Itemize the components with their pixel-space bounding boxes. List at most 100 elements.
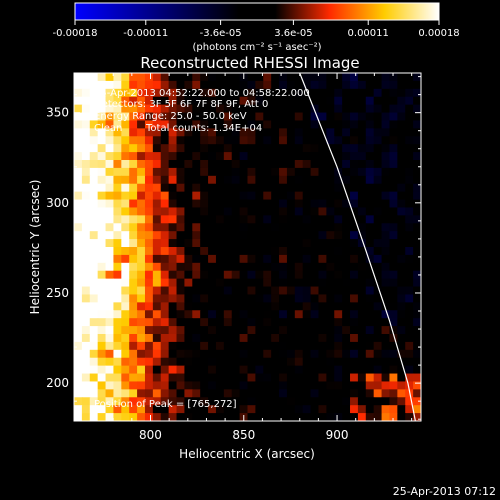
heatmap-cell: [168, 183, 178, 193]
heatmap-cell: [160, 270, 170, 280]
heatmap-cell: [342, 80, 351, 90]
heatmap-cell: [263, 302, 272, 311]
heatmap-cell: [144, 397, 154, 406]
heatmap-cell: [397, 318, 406, 327]
heatmap-cell: [223, 270, 233, 280]
heatmap-cell: [215, 73, 225, 82]
heatmap-cell: [389, 373, 398, 383]
heatmap-cell: [74, 302, 83, 311]
heatmap-cell: [121, 341, 130, 351]
heatmap-cell: [342, 215, 351, 224]
heatmap-cell: [137, 128, 146, 137]
heatmap-cell: [89, 310, 99, 319]
heatmap-cell: [342, 318, 351, 327]
heatmap-cell: [247, 326, 256, 335]
heatmap-cell: [89, 191, 99, 201]
heatmap-cell: [113, 183, 122, 193]
heatmap-cell: [129, 397, 138, 406]
heatmap-cell: [137, 262, 146, 272]
heatmap-cell: [215, 175, 225, 185]
heatmap-cell: [413, 310, 421, 319]
heatmap-cell: [342, 326, 351, 335]
heatmap-cell: [223, 341, 233, 351]
heatmap-cell: [144, 152, 154, 161]
heatmap-cell: [192, 215, 201, 224]
heatmap-cell: [286, 247, 296, 256]
heatmap-cell: [121, 365, 130, 375]
heatmap-cell: [247, 389, 256, 398]
heatmap-cell: [286, 88, 296, 98]
heatmap-cell: [397, 199, 406, 209]
heatmap-cell: [318, 191, 327, 201]
heatmap-cell: [239, 160, 249, 169]
heatmap-cell: [350, 302, 359, 311]
heatmap-cell: [389, 73, 398, 82]
heatmap-cell: [184, 286, 193, 296]
heatmap-cell: [200, 183, 209, 193]
heatmap-cell: [357, 223, 367, 232]
heatmap-cell: [247, 254, 256, 264]
heatmap-cell: [294, 349, 304, 359]
heatmap-cell: [144, 112, 154, 122]
heatmap-cell: [326, 278, 335, 288]
heatmap-cell: [239, 341, 249, 351]
heatmap-cell: [223, 357, 233, 367]
heatmap-cell: [137, 389, 146, 398]
heatmap-cell: [81, 365, 91, 375]
heatmap-cell: [271, 341, 280, 351]
heatmap-cell: [381, 302, 391, 311]
heatmap-cell: [302, 239, 312, 248]
heatmap-cell: [184, 104, 193, 114]
heatmap-cell: [247, 152, 256, 161]
heatmap-cell: [373, 167, 383, 177]
heatmap-cell: [129, 334, 138, 343]
heatmap-cell: [318, 326, 327, 335]
heatmap-cell: [200, 231, 209, 240]
heatmap-cell: [357, 286, 367, 296]
heatmap-cell: [231, 381, 241, 390]
heatmap-cell: [168, 73, 178, 82]
heatmap-cell: [208, 144, 217, 153]
heatmap-cell: [176, 80, 186, 90]
heatmap-cell: [302, 128, 312, 137]
heatmap-cell: [168, 365, 178, 375]
heatmap-cell: [318, 88, 327, 98]
heatmap-cell: [239, 207, 249, 216]
heatmap-cell: [286, 310, 296, 319]
heatmap-cell: [357, 73, 367, 82]
y-tick-label: 300: [46, 196, 69, 210]
heatmap-cell: [105, 80, 115, 90]
heatmap-cell: [294, 357, 304, 367]
heatmap-cell: [389, 152, 398, 161]
heatmap-cell: [184, 413, 193, 421]
heatmap-cell: [152, 270, 162, 280]
heatmap-cell: [113, 88, 122, 98]
heatmap-cell: [389, 175, 398, 185]
heatmap-cell: [152, 88, 162, 98]
heatmap-cell: [137, 144, 146, 153]
heatmap-cell: [200, 389, 209, 398]
heatmap-cell: [286, 341, 296, 351]
heatmap-cell: [413, 318, 421, 327]
heatmap-cell: [373, 215, 383, 224]
heatmap-cell: [286, 207, 296, 216]
heatmap-cell: [302, 302, 312, 311]
heatmap-cell: [239, 286, 249, 296]
heatmap-cell: [310, 80, 320, 90]
heatmap-cell: [215, 278, 225, 288]
heatmap-cell: [365, 207, 375, 216]
heatmap-cell: [152, 262, 162, 272]
heatmap-cell: [105, 239, 115, 248]
heatmap-cell: [334, 262, 343, 272]
heatmap-cell: [357, 262, 367, 272]
heatmap-cell: [121, 223, 130, 232]
heatmap-cell: [350, 207, 359, 216]
heatmap-cell: [200, 207, 209, 216]
heatmap-cell: [200, 294, 209, 303]
heatmap-cell: [129, 373, 138, 383]
heatmap-cell: [89, 128, 99, 137]
heatmap-cell: [129, 207, 138, 216]
heatmap-cell: [176, 247, 186, 256]
heatmap-cell: [89, 215, 99, 224]
